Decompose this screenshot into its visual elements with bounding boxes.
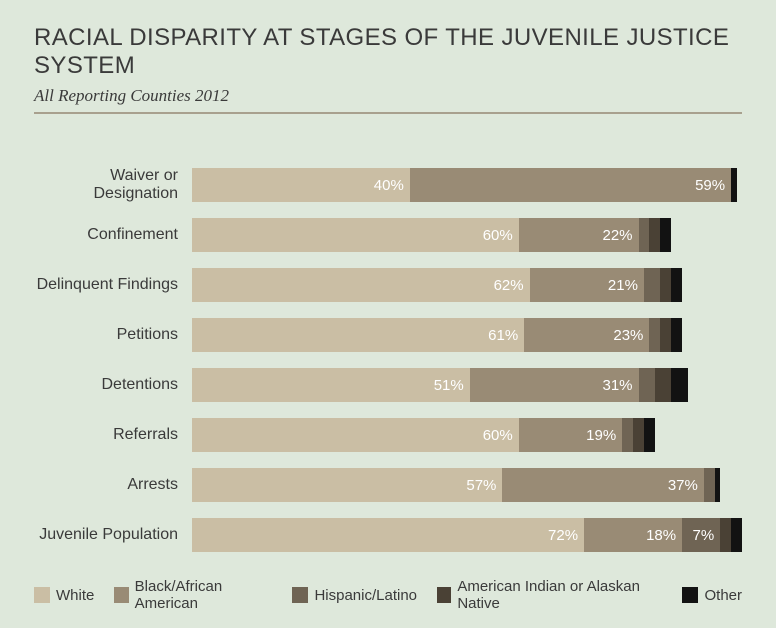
bar-segment <box>639 218 650 252</box>
chart-container: RACIAL DISPARITY AT STAGES OF THE JUVENI… <box>0 0 776 628</box>
bar-segment: 57% <box>192 468 502 502</box>
row-label: Referrals <box>34 426 192 444</box>
legend-label: Hispanic/Latino <box>314 587 417 604</box>
bar-segment <box>644 268 660 302</box>
legend-label: Other <box>704 587 742 604</box>
bar-segment: 7% <box>682 518 720 552</box>
legend-label: White <box>56 587 94 604</box>
legend-swatch <box>682 587 698 603</box>
chart-row: Arrests 57% 37% <box>34 460 742 510</box>
bar-track: 62% 21% <box>192 268 742 302</box>
stacked-bar-chart: Waiver or Designation40%59%Confinement60… <box>34 160 742 560</box>
bar-segment: 59% <box>410 168 731 202</box>
bar-segment <box>731 518 742 552</box>
bar-segment: 40% <box>192 168 410 202</box>
bar-segment <box>671 318 682 352</box>
bar-pct-label: 18% <box>646 527 682 544</box>
bar-pct-label: 19% <box>586 427 622 444</box>
bar-segment: 51% <box>192 368 470 402</box>
bar-segment: 22% <box>519 218 639 252</box>
bar-segment <box>671 368 687 402</box>
bar-pct-label: 72% <box>548 527 584 544</box>
row-label: Arrests <box>34 476 192 494</box>
bar-pct-label: 61% <box>488 327 524 344</box>
bar-track: 40% 59% <box>192 168 742 202</box>
bar-segment <box>704 468 715 502</box>
bar-segment: 37% <box>502 468 703 502</box>
bar-track: 60% 19% <box>192 418 742 452</box>
bar-pct-label: 21% <box>608 277 644 294</box>
bar-segment: 23% <box>524 318 649 352</box>
legend-item: Black/African American <box>114 578 272 612</box>
chart-subtitle: All Reporting Counties 2012 <box>34 86 742 114</box>
bar-segment <box>660 218 671 252</box>
bar-pct-label: 7% <box>693 527 721 544</box>
legend-label: Black/African American <box>135 578 273 612</box>
bar-pct-label: 60% <box>483 427 519 444</box>
chart-row: Detentions 51% 31% <box>34 360 742 410</box>
row-label: Delinquent Findings <box>34 276 192 294</box>
legend-item: White <box>34 578 94 612</box>
bar-segment <box>660 318 671 352</box>
row-label: Juvenile Population <box>34 526 192 544</box>
bar-segment <box>655 368 671 402</box>
bar-segment <box>649 318 660 352</box>
bar-track: 72% 18% 7% <box>192 518 742 552</box>
row-label: Petitions <box>34 326 192 344</box>
bar-segment: 60% <box>192 418 519 452</box>
bar-pct-label: 37% <box>668 477 704 494</box>
bar-track: 61% 23% <box>192 318 742 352</box>
legend-swatch <box>114 587 128 603</box>
bar-segment <box>649 218 660 252</box>
bar-pct-label: 57% <box>466 477 502 494</box>
bar-segment: 61% <box>192 318 524 352</box>
bar-pct-label: 22% <box>602 227 638 244</box>
bar-pct-label: 51% <box>434 377 470 394</box>
bar-pct-label: 59% <box>695 177 731 194</box>
row-label: Detentions <box>34 376 192 394</box>
bar-segment <box>644 418 655 452</box>
chart-row: Juvenile Population 72% 18% 7% <box>34 510 742 560</box>
bar-segment <box>633 418 644 452</box>
bar-segment: 31% <box>470 368 639 402</box>
chart-title: RACIAL DISPARITY AT STAGES OF THE JUVENI… <box>34 24 742 80</box>
chart-row: Waiver or Designation 40% 59% <box>34 160 742 210</box>
bar-pct-label: 40% <box>374 177 410 194</box>
bar-segment: 21% <box>530 268 644 302</box>
legend-swatch <box>292 587 308 603</box>
bar-pct-label: 60% <box>483 227 519 244</box>
chart-row: Referrals 60% 19% <box>34 410 742 460</box>
legend-swatch <box>437 587 451 603</box>
bar-track: 57% 37% <box>192 468 742 502</box>
legend-item: American Indian or Alaskan Native <box>437 578 662 612</box>
bar-segment <box>671 268 682 302</box>
bar-segment <box>622 418 633 452</box>
bar-track: 51% 31% <box>192 368 742 402</box>
bar-segment <box>639 368 655 402</box>
row-label: Waiver or Designation <box>34 167 192 203</box>
bar-segment <box>660 268 671 302</box>
chart-legend: White Black/African American Hispanic/Lati… <box>34 578 742 612</box>
bar-track: 60% 22% <box>192 218 742 252</box>
bar-segment <box>715 468 720 502</box>
bar-pct-label: 31% <box>602 377 638 394</box>
bar-segment: 72% <box>192 518 584 552</box>
bar-segment: 60% <box>192 218 519 252</box>
row-label: Confinement <box>34 226 192 244</box>
bar-segment: 62% <box>192 268 530 302</box>
legend-swatch <box>34 587 50 603</box>
bar-pct-label: 23% <box>613 327 649 344</box>
chart-row: Confinement 60% 22% <box>34 210 742 260</box>
chart-row: Petitions 61% 23% <box>34 310 742 360</box>
bar-segment <box>731 168 736 202</box>
chart-row: Delinquent Findings 62% 21% <box>34 260 742 310</box>
legend-item: Other <box>682 578 742 612</box>
legend-item: Hispanic/Latino <box>292 578 417 612</box>
bar-segment: 19% <box>519 418 622 452</box>
bar-segment: 18% <box>584 518 682 552</box>
bar-segment <box>720 518 731 552</box>
bar-pct-label: 62% <box>494 277 530 294</box>
legend-label: American Indian or Alaskan Native <box>457 578 662 612</box>
